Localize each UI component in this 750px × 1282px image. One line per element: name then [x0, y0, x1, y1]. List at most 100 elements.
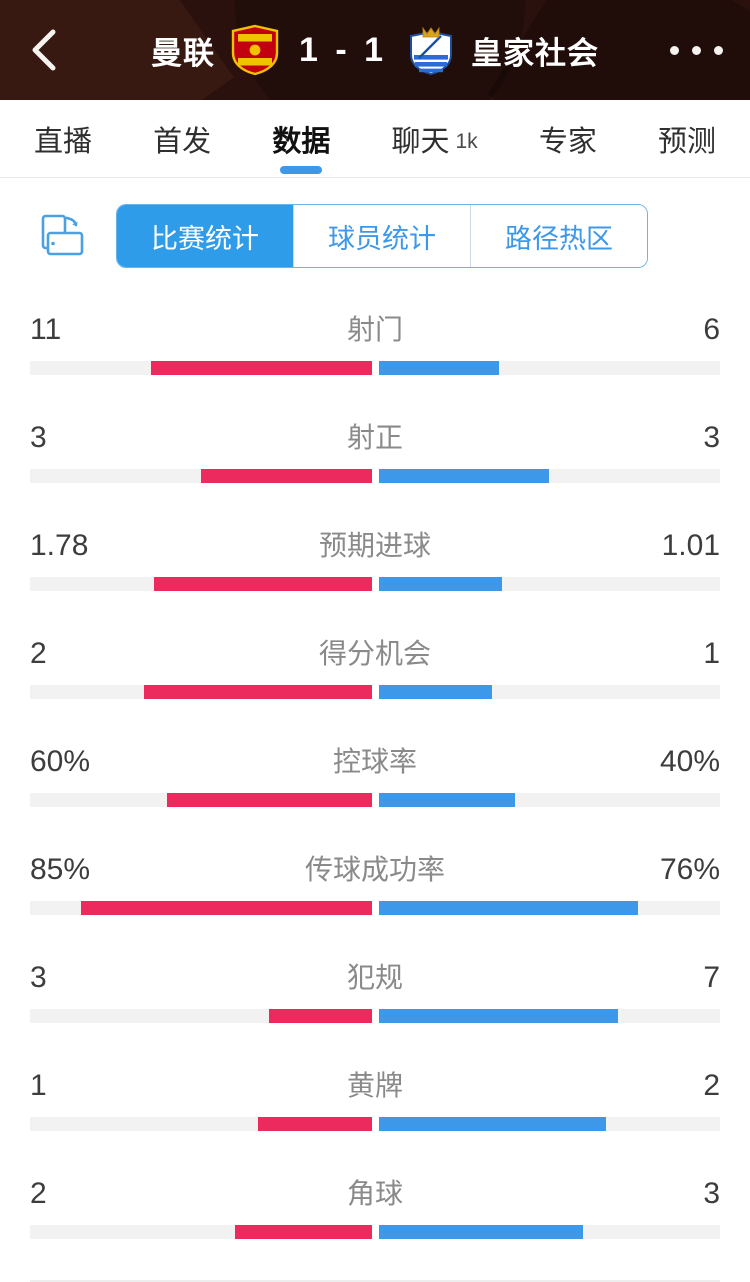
chevron-left-icon	[32, 29, 56, 71]
home-bar-track	[30, 1117, 372, 1131]
away-stat-value: 76%	[659, 853, 720, 886]
segment-player-stats[interactable]: 球员统计	[293, 205, 470, 267]
away-bar-fill	[378, 577, 503, 591]
away-bar-fill	[378, 685, 493, 699]
away-bar-fill	[378, 793, 516, 807]
home-stat-value: 11	[30, 313, 62, 346]
ellipsis-icon	[713, 45, 723, 55]
away-stat-value: 40%	[659, 745, 720, 778]
tab-chat[interactable]: 聊天 1k	[385, 100, 483, 177]
away-bar-track	[378, 685, 720, 699]
tab-label: 首发	[153, 125, 212, 158]
home-stat-value: 60%	[30, 745, 91, 778]
stat-row: 2 角球 3	[30, 1172, 720, 1239]
away-bar-track	[378, 469, 720, 483]
stat-bar	[30, 361, 720, 375]
stat-label: 传球成功率	[304, 854, 445, 885]
stat-head: 60% 控球率 40%	[30, 740, 720, 780]
stat-bar	[30, 1225, 720, 1239]
tab-lineup[interactable]: 首发	[147, 100, 217, 177]
away-bar-fill	[378, 1009, 618, 1023]
home-bar-fill	[166, 793, 372, 807]
segment-match-stats[interactable]: 比赛统计	[117, 205, 293, 267]
home-bar-track	[30, 685, 372, 699]
more-options-button[interactable]	[656, 26, 736, 74]
stat-label: 角球	[346, 1178, 403, 1209]
home-stat-value: 3	[30, 961, 47, 994]
away-bar-fill	[378, 1225, 584, 1239]
ellipsis-icon	[691, 45, 701, 55]
away-bar-track	[378, 1117, 720, 1131]
away-bar-fill	[378, 901, 639, 915]
match-header: 曼联 1 - 1 皇家社会	[0, 0, 750, 100]
bar-center-gap	[371, 901, 379, 915]
match-stats-list: 11 射门 6 3 射正 3 1.78 预期进球 1.01 2 得分机会 1 60% 控球率 40% 85% 传…	[30, 308, 720, 1239]
home-bar-fill	[150, 361, 372, 375]
away-stat-value: 3	[703, 1177, 720, 1210]
tab-label: 专家	[538, 125, 597, 158]
stat-bar	[30, 469, 720, 483]
stat-label: 射门	[346, 314, 403, 345]
home-team-logo	[231, 24, 279, 76]
home-bar-fill	[257, 1117, 372, 1131]
home-bar-track	[30, 1009, 372, 1023]
tab-data[interactable]: 数据	[266, 100, 336, 177]
home-bar-track	[30, 793, 372, 807]
stat-bar	[30, 685, 720, 699]
away-bar-track	[378, 1009, 720, 1023]
stat-bar	[30, 901, 720, 915]
home-bar-fill	[143, 685, 372, 699]
stat-row: 3 射正 3	[30, 416, 720, 483]
home-bar-fill	[153, 577, 372, 591]
tab-label: 聊天	[391, 125, 450, 158]
away-team-logo	[410, 26, 453, 76]
home-stat-value: 3	[30, 421, 47, 454]
stat-label: 射正	[346, 422, 403, 453]
away-bar-track	[378, 793, 720, 807]
home-bar-fill	[234, 1225, 372, 1239]
home-bar-fill	[200, 469, 372, 483]
bar-center-gap	[371, 793, 379, 807]
stat-bar	[30, 793, 720, 807]
home-stat-value: 1	[30, 1069, 47, 1102]
away-team-name: 皇家社会	[471, 35, 600, 71]
stat-bar	[30, 1009, 720, 1023]
away-stat-value: 1.01	[661, 529, 720, 562]
tab-live[interactable]: 直播	[28, 100, 98, 177]
stat-row: 1.78 预期进球 1.01	[30, 524, 720, 591]
tab-predict[interactable]: 预测	[652, 100, 722, 177]
stat-label: 犯规	[346, 962, 403, 993]
stat-head: 2 得分机会 1	[30, 632, 720, 672]
away-stat-value: 1	[703, 637, 720, 670]
home-bar-track	[30, 469, 372, 483]
rotate-device-icon	[41, 214, 84, 256]
stat-row: 3 犯规 7	[30, 956, 720, 1023]
stat-row: 60% 控球率 40%	[30, 740, 720, 807]
tab-expert[interactable]: 专家	[533, 100, 603, 177]
stat-label: 控球率	[332, 746, 417, 777]
tab-label: 直播	[34, 125, 93, 158]
bar-center-gap	[371, 1225, 379, 1239]
tab-label: 预测	[657, 125, 716, 158]
away-bar-track	[378, 901, 720, 915]
home-bar-fill	[269, 1009, 372, 1023]
rotate-landscape-button[interactable]	[30, 207, 88, 265]
stat-head: 1 黄牌 2	[30, 1064, 720, 1104]
stat-row: 11 射门 6	[30, 308, 720, 375]
away-bar-track	[378, 1225, 720, 1239]
home-bar-track	[30, 1225, 372, 1239]
segment-heatmap[interactable]: 路径热区	[470, 205, 647, 267]
away-stat-value: 6	[703, 313, 720, 346]
stat-row: 1 黄牌 2	[30, 1064, 720, 1131]
away-stat-value: 7	[703, 961, 720, 994]
away-stat-value: 2	[703, 1069, 720, 1102]
stat-head: 3 犯规 7	[30, 956, 720, 996]
home-bar-fill	[81, 901, 372, 915]
bar-center-gap	[371, 1009, 379, 1023]
stat-head: 2 角球 3	[30, 1172, 720, 1212]
bar-center-gap	[371, 1117, 379, 1131]
stat-label: 黄牌	[346, 1070, 403, 1101]
back-button[interactable]	[18, 24, 70, 76]
home-bar-track	[30, 361, 372, 375]
